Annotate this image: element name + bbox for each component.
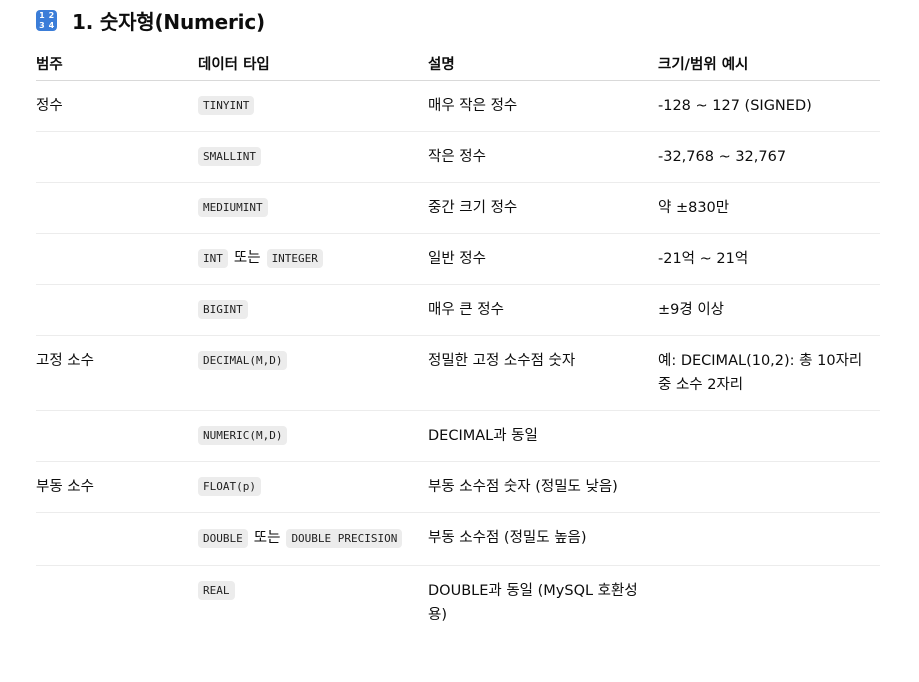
example-cell — [658, 512, 880, 566]
table-row: INT 또는 INTEGER 일반 정수 -21억 ~ 21억 — [36, 233, 880, 285]
description-cell: 일반 정수 — [428, 233, 658, 285]
example-cell — [658, 566, 880, 641]
type-code: DOUBLE — [198, 529, 248, 548]
icon-glyph: 1 — [39, 10, 45, 20]
header-example: 크기/범위 예시 — [658, 45, 880, 81]
type-code: BIGINT — [198, 300, 248, 319]
category-cell: 고정 소수 — [36, 335, 198, 411]
description-cell: 부동 소수점 (정밀도 높음) — [428, 512, 658, 566]
type-connector: 또는 — [233, 250, 261, 266]
section-heading: 1 2 3 4 1. 숫자형(Numeric) — [36, 0, 880, 40]
table-row: NUMERIC(M,D) DECIMAL과 동일 — [36, 410, 880, 462]
table-header-row: 범주 데이터 타입 설명 크기/범위 예시 — [36, 45, 880, 81]
type-cell: MEDIUMINT — [198, 182, 428, 234]
icon-glyph: 3 — [39, 20, 45, 30]
table-row: SMALLINT 작은 정수 -32,768 ~ 32,767 — [36, 131, 880, 183]
type-code: TINYINT — [198, 96, 255, 115]
category-cell — [36, 233, 198, 285]
type-code: NUMERIC(M,D) — [198, 426, 288, 445]
type-cell: NUMERIC(M,D) — [198, 410, 428, 462]
icon-glyph: 2 — [48, 10, 55, 20]
description-cell: 매우 작은 정수 — [428, 80, 658, 132]
category-cell — [36, 512, 198, 566]
type-code-alt: DOUBLE PRECISION — [286, 529, 403, 548]
type-code: SMALLINT — [198, 147, 261, 166]
table-row: 정수 TINYINT 매우 작은 정수 -128 ~ 127 (SIGNED) — [36, 80, 880, 132]
numeric-types-section: 1 2 3 4 1. 숫자형(Numeric) 범주 데이터 타입 설명 크기/… — [36, 0, 880, 640]
description-cell: 매우 큰 정수 — [428, 284, 658, 336]
section-title: 1. 숫자형(Numeric) — [72, 9, 265, 34]
type-cell: DECIMAL(M,D) — [198, 335, 428, 411]
table-row: REAL DOUBLE과 동일 (MySQL 호환성용) — [36, 566, 880, 641]
category-cell — [36, 566, 198, 641]
type-cell: SMALLINT — [198, 131, 428, 183]
type-code-alt: INTEGER — [266, 249, 323, 268]
table-row: DOUBLE 또는 DOUBLE PRECISION 부동 소수점 (정밀도 높음) — [36, 512, 880, 566]
type-cell: INT 또는 INTEGER — [198, 233, 428, 285]
category-cell — [36, 182, 198, 234]
description-cell: 중간 크기 정수 — [428, 182, 658, 234]
example-cell: 예: DECIMAL(10,2): 총 10자리 중 소수 2자리 — [658, 335, 880, 411]
type-cell: TINYINT — [198, 80, 428, 132]
type-code: REAL — [198, 581, 235, 600]
type-cell: FLOAT(p) — [198, 461, 428, 513]
example-cell: 약 ±830만 — [658, 182, 880, 234]
example-cell: -128 ~ 127 (SIGNED) — [658, 80, 880, 132]
type-code: MEDIUMINT — [198, 198, 268, 217]
header-description: 설명 — [428, 45, 658, 81]
example-cell — [658, 461, 880, 513]
category-cell — [36, 131, 198, 183]
type-cell: REAL — [198, 566, 428, 641]
input-numbers-icon: 1 2 3 4 — [36, 9, 57, 31]
type-cell: DOUBLE 또는 DOUBLE PRECISION — [198, 512, 428, 566]
type-code: DECIMAL(M,D) — [198, 351, 288, 370]
example-cell: -21억 ~ 21억 — [658, 233, 880, 285]
table-row: MEDIUMINT 중간 크기 정수 약 ±830만 — [36, 182, 880, 234]
table-row: 고정 소수 DECIMAL(M,D) 정밀한 고정 소수점 숫자 예: DECI… — [36, 335, 880, 411]
description-cell: DOUBLE과 동일 (MySQL 호환성용) — [428, 583, 638, 623]
description-cell: 부동 소수점 숫자 (정밀도 낮음) — [428, 461, 658, 513]
type-code: INT — [198, 249, 228, 268]
numeric-types-table: 범주 데이터 타입 설명 크기/범위 예시 정수 TINYINT 매우 작은 정… — [36, 45, 880, 640]
table-row: BIGINT 매우 큰 정수 ±9경 이상 — [36, 284, 880, 336]
type-code: FLOAT(p) — [198, 477, 261, 496]
icon-glyph: 4 — [48, 20, 55, 30]
category-cell — [36, 284, 198, 336]
type-cell: BIGINT — [198, 284, 428, 336]
example-cell: ±9경 이상 — [658, 284, 880, 336]
example-cell: -32,768 ~ 32,767 — [658, 131, 880, 183]
type-connector: 또는 — [253, 530, 281, 546]
description-cell: DECIMAL과 동일 — [428, 410, 658, 462]
category-cell: 정수 — [36, 80, 198, 132]
header-data-type: 데이터 타입 — [198, 45, 428, 81]
example-cell — [658, 410, 880, 462]
table-row: 부동 소수 FLOAT(p) 부동 소수점 숫자 (정밀도 낮음) — [36, 461, 880, 513]
description-cell: 작은 정수 — [428, 131, 658, 183]
category-cell — [36, 410, 198, 462]
header-category: 범주 — [36, 45, 198, 81]
category-cell: 부동 소수 — [36, 461, 198, 513]
description-cell: 정밀한 고정 소수점 숫자 — [428, 335, 658, 411]
